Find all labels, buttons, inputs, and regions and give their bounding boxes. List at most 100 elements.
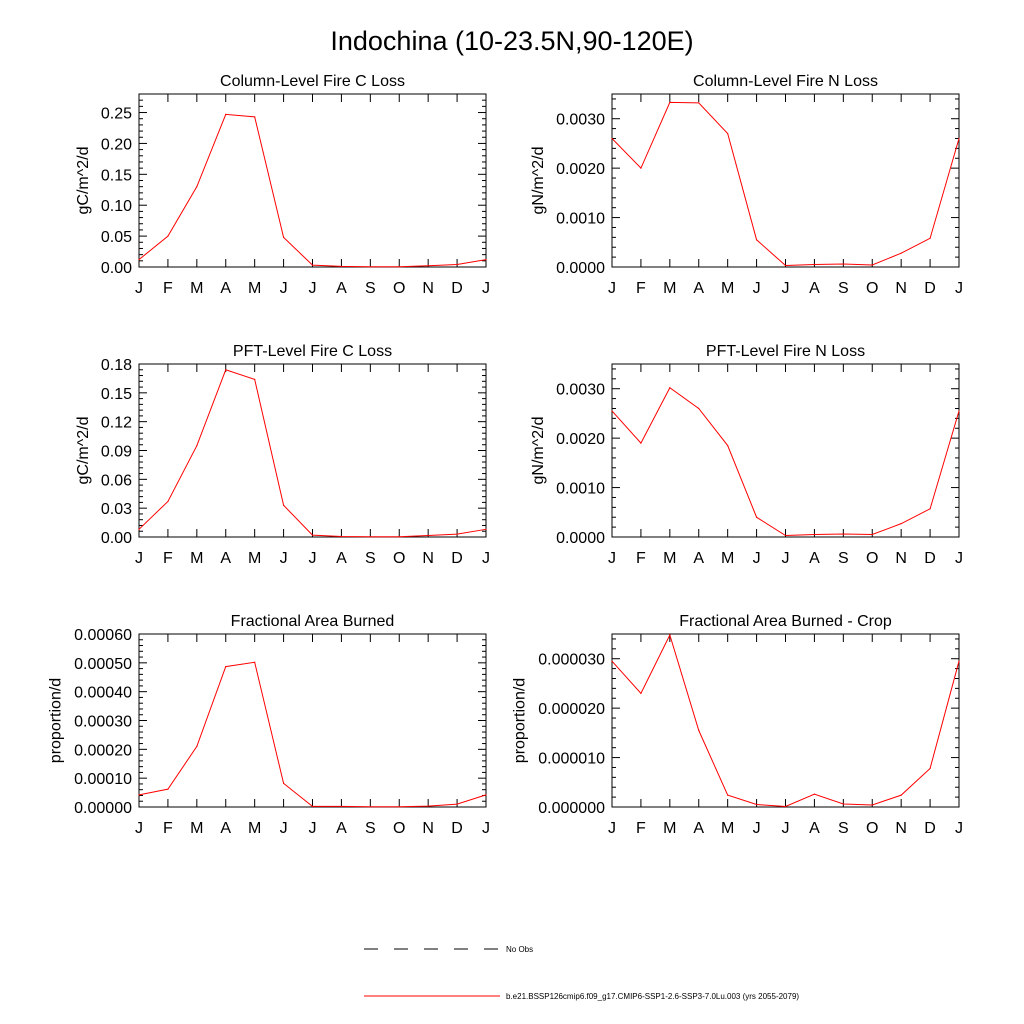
x-tick-label: N xyxy=(422,280,434,297)
x-tick-label: F xyxy=(636,550,646,567)
x-tick-label: M xyxy=(248,820,261,837)
data-point xyxy=(254,116,256,118)
data-point xyxy=(340,265,343,267)
series-line xyxy=(611,386,960,537)
panel-title: Column-Level Fire N Loss xyxy=(693,73,878,90)
y-tick-label: 0.00000 xyxy=(74,800,132,817)
data-point xyxy=(427,805,429,807)
y-tick-label: 0.000000 xyxy=(538,800,605,817)
plot-frame xyxy=(611,633,960,808)
y-axis-label: gC/m^2/d xyxy=(75,147,92,215)
plot-frame xyxy=(611,93,960,268)
x-tick-label: M xyxy=(248,550,261,567)
y-tick-label: 0.03 xyxy=(101,501,132,518)
data-point xyxy=(929,237,931,239)
y-tick-label: 0.00 xyxy=(101,260,132,277)
data-point xyxy=(755,803,758,806)
y-tick-label: 0.000020 xyxy=(538,701,605,718)
data-point xyxy=(225,369,227,371)
legend: No Obs b.e21.BSSP126cmip6.f09_g17.CMIP6-… xyxy=(364,945,799,1001)
data-point xyxy=(640,692,642,694)
data-point xyxy=(784,534,787,537)
x-tick-label: O xyxy=(393,280,405,297)
data-point xyxy=(871,264,873,266)
y-tick-label: 0.00060 xyxy=(74,627,132,644)
y-tick-label: 0.18 xyxy=(101,357,132,374)
data-point xyxy=(340,805,343,808)
x-tick-label: D xyxy=(451,280,463,297)
data-point xyxy=(842,803,844,805)
x-tick-label: M xyxy=(663,550,676,567)
x-tick-label: D xyxy=(924,280,936,297)
data-point xyxy=(727,444,729,447)
y-tick-label: 0.00040 xyxy=(74,685,132,702)
y-axis-label: proportion/d xyxy=(48,678,65,763)
data-point xyxy=(398,806,400,808)
figure-title: Indochina (10-23.5N,90-120E) xyxy=(330,26,693,56)
x-tick-label: F xyxy=(163,550,173,567)
data-point xyxy=(958,137,960,140)
panel-title: PFT-Level Fire N Loss xyxy=(706,343,865,360)
data-point xyxy=(138,258,140,261)
data-point xyxy=(456,263,458,266)
data-point xyxy=(842,533,844,535)
x-tick-label: M xyxy=(248,280,261,297)
y-tick-label: 0.00030 xyxy=(74,714,132,731)
y-tick-label: 0.000010 xyxy=(538,751,605,768)
data-point xyxy=(456,803,458,805)
x-tick-label: F xyxy=(636,280,646,297)
x-tick-label: J xyxy=(280,820,288,837)
x-tick-label: M xyxy=(190,280,203,297)
data-point xyxy=(311,264,314,266)
data-point xyxy=(456,533,458,535)
data-point xyxy=(640,167,642,169)
y-tick-label: 0.000030 xyxy=(538,652,605,669)
x-tick-label: M xyxy=(721,550,734,567)
x-tick-label: A xyxy=(809,820,820,837)
y-tick-label: 0.15 xyxy=(101,167,132,184)
x-tick-label: J xyxy=(482,280,490,297)
data-point xyxy=(727,132,729,135)
y-tick-label: 0.0010 xyxy=(556,481,605,498)
y-tick-label: 0.0020 xyxy=(556,161,605,178)
data-point xyxy=(900,523,902,525)
data-point xyxy=(871,804,873,806)
y-axis-label: proportion/d xyxy=(511,678,528,763)
x-tick-label: O xyxy=(866,820,878,837)
data-point xyxy=(340,535,343,538)
data-point xyxy=(640,442,642,444)
data-point xyxy=(784,264,787,267)
x-tick-label: A xyxy=(336,550,347,567)
series-line xyxy=(611,101,960,267)
x-tick-label: O xyxy=(866,550,878,567)
x-tick-label: S xyxy=(365,550,376,567)
x-tick-label: M xyxy=(190,550,203,567)
data-point xyxy=(929,767,931,770)
x-tick-label: J xyxy=(135,550,143,567)
series-line xyxy=(611,633,960,808)
y-tick-label: 0.05 xyxy=(101,229,132,246)
x-tick-label: M xyxy=(190,820,203,837)
data-point xyxy=(611,137,613,140)
data-point xyxy=(167,788,169,790)
x-tick-label: N xyxy=(895,820,907,837)
y-tick-label: 0.12 xyxy=(101,415,132,432)
x-tick-label: D xyxy=(924,550,936,567)
data-point xyxy=(138,528,140,530)
x-tick-label: N xyxy=(422,550,434,567)
data-point xyxy=(196,745,198,748)
data-point xyxy=(669,387,671,389)
x-tick-label: J xyxy=(753,550,761,567)
x-tick-label: J xyxy=(753,820,761,837)
x-tick-label: J xyxy=(135,280,143,297)
x-tick-label: A xyxy=(220,280,231,297)
x-tick-label: J xyxy=(482,820,490,837)
data-point xyxy=(369,266,371,268)
x-tick-label: J xyxy=(482,550,490,567)
x-tick-label: J xyxy=(280,550,288,567)
data-point xyxy=(669,634,671,636)
